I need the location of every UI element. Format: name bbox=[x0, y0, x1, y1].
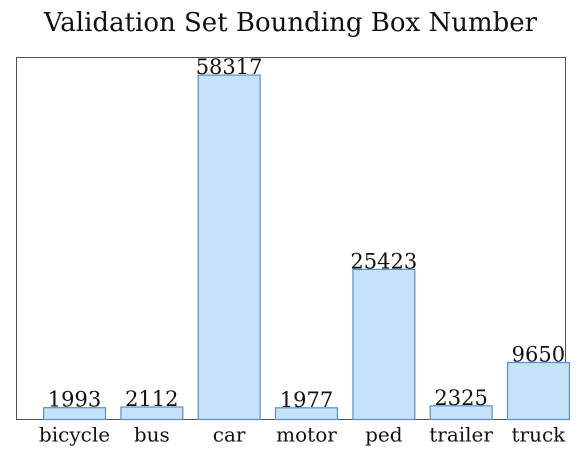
value-label-car: 58317 bbox=[196, 55, 263, 79]
bars-layer bbox=[42, 74, 571, 421]
value-labels-layer: 1993 2112 58317 1977 25423 2325 9650 bbox=[48, 55, 565, 412]
bar-car bbox=[197, 74, 261, 421]
x-tick-label-bicycle: bicycle bbox=[39, 423, 110, 447]
value-label-ped: 25423 bbox=[350, 249, 417, 273]
x-tick-label-car: car bbox=[213, 423, 246, 447]
bar-truck bbox=[506, 361, 571, 421]
value-label-bicycle: 1993 bbox=[48, 388, 101, 412]
value-label-trailer: 2325 bbox=[434, 386, 487, 410]
x-tick-label-bus: bus bbox=[134, 423, 170, 447]
value-label-truck: 9650 bbox=[512, 343, 565, 367]
x-tick-label-trailer: trailer bbox=[429, 423, 493, 447]
x-tick-label-ped: ped bbox=[365, 423, 403, 447]
plot-frame bbox=[16, 57, 566, 420]
x-tick-label-motor: motor bbox=[276, 423, 337, 447]
x-tick-labels-layer: bicycle bus car motor ped trailer truck bbox=[39, 423, 566, 447]
bar-trailer bbox=[429, 405, 493, 421]
value-label-bus: 2112 bbox=[125, 387, 178, 411]
chart-title: Validation Set Bounding Box Number bbox=[43, 8, 538, 38]
bar-bus bbox=[120, 406, 184, 421]
x-tick-label-truck: truck bbox=[511, 423, 566, 447]
bar-motor bbox=[274, 407, 339, 421]
bar-ped bbox=[352, 268, 416, 421]
bar-bicycle bbox=[42, 407, 107, 421]
value-label-motor: 1977 bbox=[280, 388, 333, 412]
